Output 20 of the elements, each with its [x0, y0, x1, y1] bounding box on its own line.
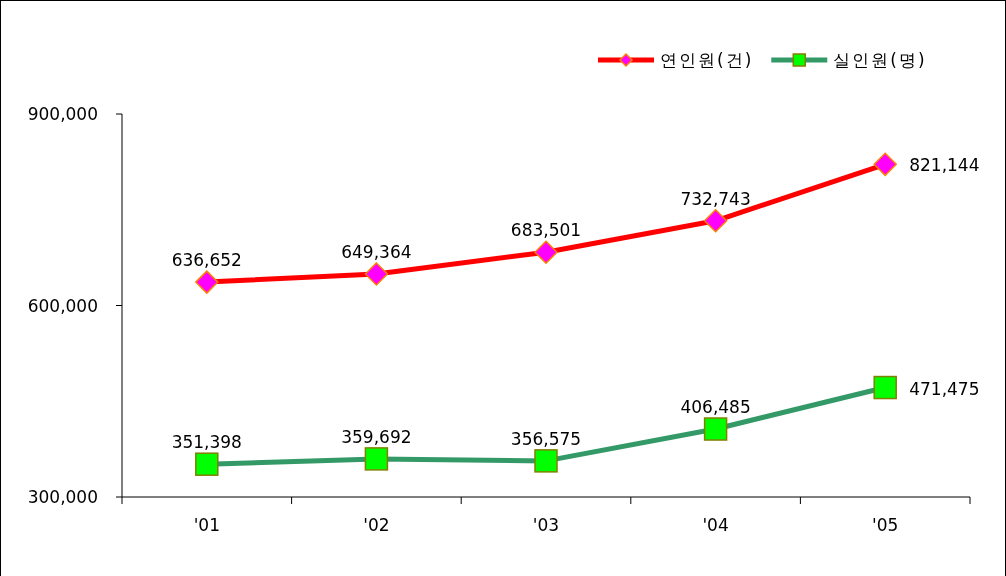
legend-label: 연인원(건) [660, 50, 754, 70]
y-tick-label: 600,000 [27, 295, 98, 316]
y-tick-label: 900,000 [27, 104, 98, 124]
data-label: 356,575 [510, 428, 582, 449]
data-label: 471,475 [909, 378, 980, 399]
x-tick-label: '02 [363, 515, 390, 535]
data-label: 732,743 [680, 188, 751, 209]
data-label: 636,652 [171, 250, 242, 271]
data-label: 359,692 [341, 426, 412, 447]
x-tick-label: '05 [872, 515, 899, 535]
data-label: 683,501 [510, 220, 582, 241]
x-tick-label: '04 [702, 515, 729, 535]
data-label: 649,364 [341, 241, 412, 262]
legend-label: 실인원(명) [833, 50, 927, 70]
data-label: 351,398 [171, 432, 242, 453]
x-tick-label: '03 [532, 515, 560, 535]
data-label: 821,144 [909, 155, 980, 176]
y-tick-label: 300,000 [27, 487, 98, 507]
data-label: 406,485 [680, 397, 751, 418]
x-tick-label: '01 [193, 515, 220, 535]
